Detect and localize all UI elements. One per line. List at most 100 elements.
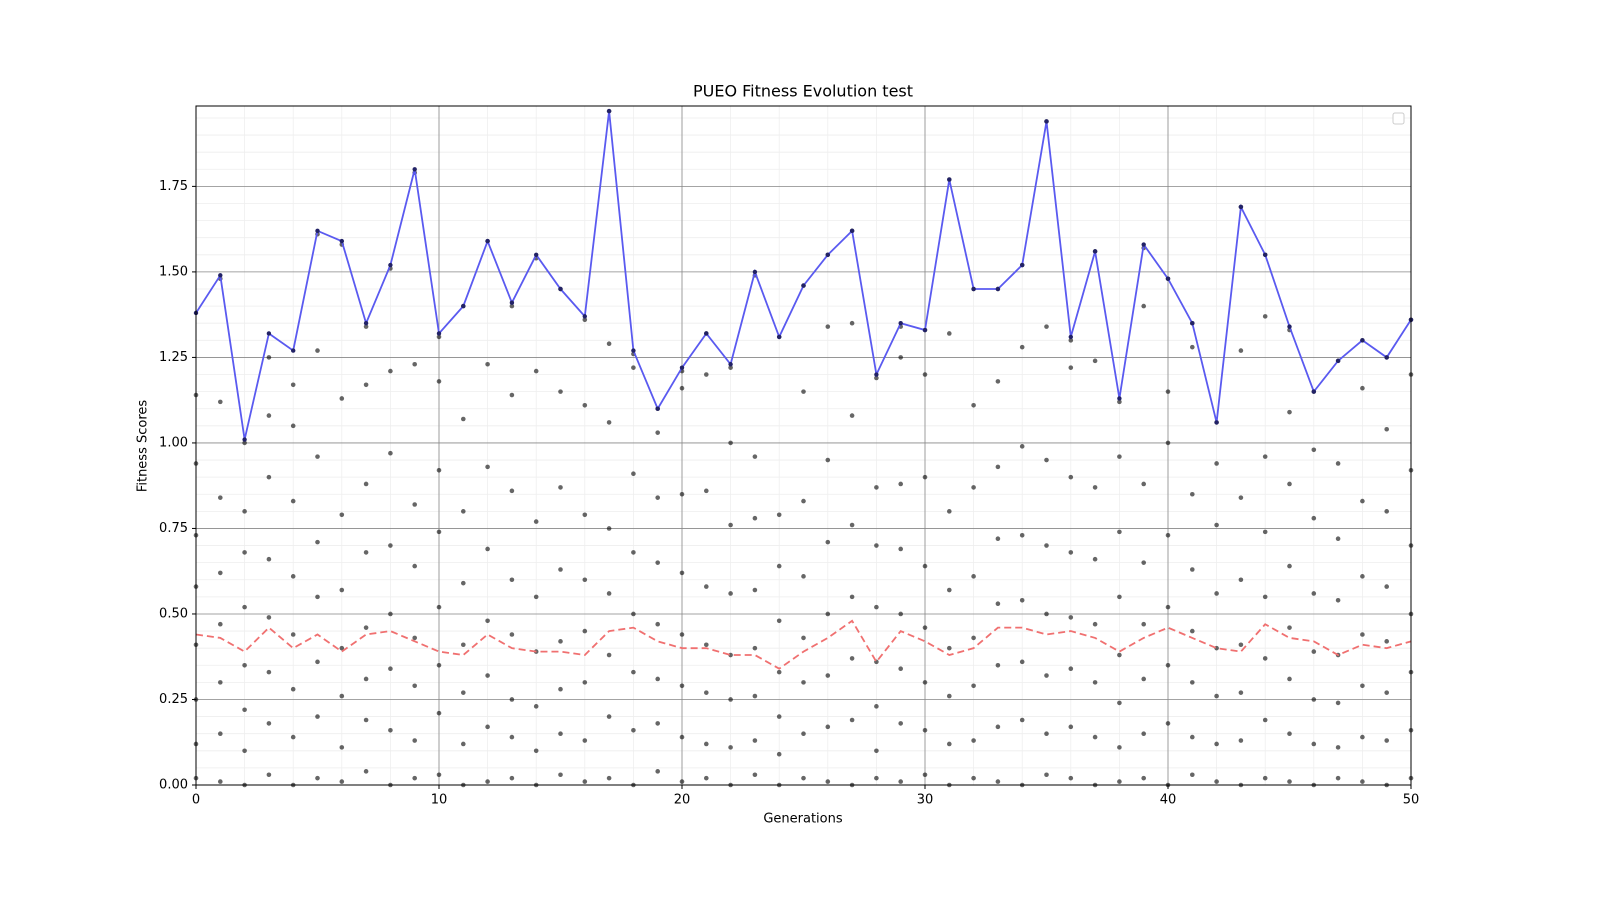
data-point [509, 392, 515, 398]
data-point [436, 334, 442, 340]
data-point [582, 317, 588, 323]
data-point [436, 379, 442, 384]
data-point [995, 536, 1001, 542]
data-point [679, 491, 685, 497]
data-point [461, 642, 466, 648]
line-marker [922, 327, 928, 333]
data-point [1019, 444, 1025, 449]
data-point [1238, 577, 1244, 583]
data-point [533, 594, 539, 600]
data-point [1117, 779, 1122, 784]
data-point [1019, 717, 1025, 723]
data-point [1311, 447, 1317, 453]
data-point [266, 669, 272, 675]
data-point [266, 556, 272, 562]
data-point [218, 399, 223, 405]
data-point [1287, 731, 1292, 736]
data-point [1141, 775, 1146, 781]
marks-layer [193, 108, 1414, 788]
data-point [1190, 567, 1195, 572]
data-point [1141, 560, 1146, 565]
data-point [947, 509, 952, 514]
data-point [558, 389, 563, 394]
data-point [1335, 461, 1341, 466]
line-marker [461, 303, 466, 309]
data-point [315, 348, 320, 353]
data-point [1141, 481, 1146, 487]
data-point [558, 731, 563, 736]
data-point [1019, 532, 1025, 538]
data-point [363, 717, 369, 723]
data-point [825, 724, 831, 730]
data-point [1044, 673, 1049, 678]
data-point [1238, 495, 1244, 500]
data-point [1068, 365, 1074, 370]
data-point [218, 731, 223, 736]
data-point [1384, 426, 1389, 432]
data-point [631, 365, 636, 370]
data-point [849, 594, 855, 600]
data-point [704, 775, 709, 781]
data-point [290, 734, 296, 740]
data-point [947, 331, 952, 336]
data-point [363, 550, 369, 555]
data-point [1068, 775, 1074, 781]
data-point [728, 365, 733, 370]
data-point [412, 683, 418, 689]
line-marker [291, 348, 296, 353]
data-point [995, 724, 1001, 730]
plot-frame [195, 105, 1412, 786]
data-point [1068, 550, 1074, 555]
data-point [679, 385, 685, 391]
data-point [1092, 556, 1098, 562]
data-point [606, 591, 612, 596]
data-point [1384, 738, 1389, 743]
data-point [436, 662, 442, 668]
data-point [679, 779, 685, 784]
data-point [898, 546, 903, 552]
data-point [582, 577, 588, 583]
line-marker [777, 334, 782, 340]
data-point [776, 512, 782, 518]
line-marker [1287, 324, 1292, 329]
y-tick-label: 0.50 [159, 606, 188, 621]
data-point [582, 680, 588, 685]
data-point [558, 772, 563, 778]
y-tick-label: 0.00 [159, 778, 188, 793]
data-point [558, 639, 563, 644]
line-marker [509, 300, 515, 305]
data-point [582, 779, 588, 784]
data-point [1117, 454, 1122, 459]
data-point [1287, 676, 1292, 682]
data-point [849, 320, 855, 326]
data-point [801, 775, 806, 781]
data-point [971, 403, 976, 408]
data-point [1238, 348, 1244, 353]
data-point [1044, 611, 1049, 617]
data-point [1262, 717, 1268, 723]
data-point [388, 666, 393, 671]
data-point [1165, 721, 1171, 726]
data-point [388, 727, 393, 733]
data-point [582, 738, 588, 743]
line-marker [606, 108, 612, 114]
data-point [1092, 621, 1098, 627]
data-point [339, 779, 345, 784]
data-point [1092, 485, 1098, 490]
data-point [752, 515, 758, 521]
data-point [218, 495, 223, 500]
data-point [655, 621, 660, 627]
data-point [728, 745, 733, 750]
data-point [1190, 680, 1195, 685]
data-point [606, 341, 612, 347]
data-point [218, 570, 223, 576]
data-point [1141, 731, 1146, 736]
data-point [1092, 358, 1098, 364]
y-tick-label: 1.00 [159, 435, 188, 450]
data-point [339, 512, 345, 518]
data-point [315, 659, 320, 665]
line-marker [1092, 249, 1098, 254]
data-point [947, 587, 952, 593]
data-point [485, 724, 490, 730]
grid-layer [195, 106, 1412, 786]
